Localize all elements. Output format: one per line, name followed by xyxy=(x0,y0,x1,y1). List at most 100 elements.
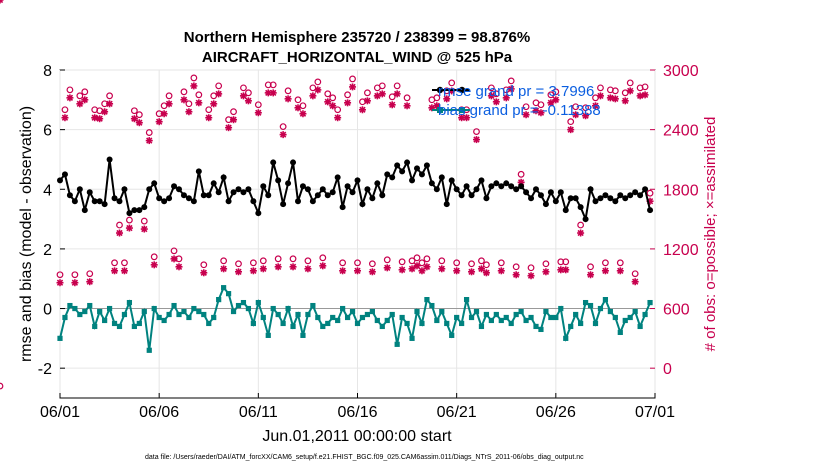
rmse-point xyxy=(448,177,455,184)
x-tick-label-5: 06/26 xyxy=(536,404,576,421)
bias-point xyxy=(508,320,514,327)
bias-point xyxy=(459,320,465,327)
y-tick-label-4: 6 xyxy=(43,123,52,140)
rmse-point xyxy=(156,195,163,202)
bias-point xyxy=(260,314,266,321)
obs-possible-point xyxy=(597,84,604,92)
obs-star-stroke xyxy=(403,102,411,109)
bias-point xyxy=(622,317,628,324)
obs-star-stroke xyxy=(562,266,569,273)
bias-point xyxy=(67,302,73,309)
bias-point xyxy=(533,323,539,330)
obs-assimilated-point xyxy=(200,269,208,277)
rmse-point xyxy=(151,180,158,187)
bias-point xyxy=(335,317,341,324)
obs-possible-point xyxy=(557,258,565,266)
y-axis-ticks: -2 0 2 4 6 8 xyxy=(38,63,65,378)
rmse-point xyxy=(101,201,108,208)
obs-possible-point xyxy=(413,254,421,262)
obs-assimilated-point xyxy=(56,279,64,287)
obs-possible-point xyxy=(646,189,654,197)
rmse-point xyxy=(161,198,168,205)
obs-possible-point xyxy=(264,81,272,89)
obs-assimilated-point xyxy=(596,92,604,100)
obs-assimilated-point xyxy=(473,136,480,144)
rmse-point xyxy=(587,186,594,193)
rmse-point xyxy=(195,168,202,175)
obs-star-stroke xyxy=(56,279,64,286)
bias-point xyxy=(404,320,410,327)
rmse-point xyxy=(344,183,351,190)
bias-point xyxy=(240,299,247,306)
bias-point xyxy=(409,335,415,341)
obs-star-stroke xyxy=(240,92,247,100)
obs-assimilated-point xyxy=(235,268,242,276)
rmse-point xyxy=(542,201,549,208)
obs-possible-point xyxy=(334,106,342,114)
obs-assimilated-point xyxy=(0,0,4,4)
bias-point xyxy=(439,308,445,315)
obs-possible-point xyxy=(602,259,609,267)
bias-point xyxy=(330,314,336,321)
obs-possible-point xyxy=(190,74,198,82)
rmse-point xyxy=(265,192,272,199)
obs-possible-point xyxy=(403,94,411,102)
obs-star-stroke xyxy=(195,99,202,106)
bias-point xyxy=(161,317,167,324)
obs-star-stroke xyxy=(151,261,158,268)
bias-point xyxy=(617,329,623,335)
bias-point xyxy=(642,311,648,318)
bias-point xyxy=(305,311,311,318)
obs-star-stroke xyxy=(413,262,421,269)
rmse-point xyxy=(116,198,123,205)
obs-assimilated-point xyxy=(482,269,490,277)
obs-possible-point xyxy=(145,129,153,136)
obs-possible-point xyxy=(483,261,490,269)
obs-possible-point xyxy=(507,77,515,85)
obs-assimilated-point xyxy=(66,94,74,102)
rmse-point xyxy=(627,192,634,199)
bias-point xyxy=(553,314,559,321)
rmse-point xyxy=(647,207,654,214)
obs-possible-point xyxy=(398,258,406,266)
obs-possible-point xyxy=(552,88,560,96)
obs-possible-point xyxy=(76,92,84,100)
obs-assimilated-point xyxy=(96,115,104,123)
obs-star-stroke xyxy=(304,265,312,272)
obs-assimilated-point xyxy=(185,108,193,116)
rmse-point xyxy=(453,186,460,193)
obs-star-stroke xyxy=(81,96,88,103)
obs-possible-point xyxy=(121,259,128,267)
obs-star-stroke xyxy=(324,98,331,105)
obs-star-stroke xyxy=(91,114,98,121)
rmse-point xyxy=(369,195,376,202)
obs-possible-point xyxy=(86,270,94,278)
obs-star-stroke xyxy=(622,97,629,104)
obs-assimilated-point xyxy=(339,267,347,275)
rmse-point xyxy=(275,177,282,184)
bias-point xyxy=(255,299,261,306)
bias-point xyxy=(325,320,331,327)
obs-possible-point xyxy=(626,79,634,87)
obs-assimilated-point xyxy=(641,91,649,99)
bias-point xyxy=(290,323,296,330)
obs-possible-point xyxy=(502,86,510,94)
obs-possible-point xyxy=(418,259,426,267)
obs-assimilated-point xyxy=(220,265,228,273)
rmse-point xyxy=(478,177,485,184)
obs-possible-point xyxy=(611,87,619,95)
right-tick-label-0: 0 xyxy=(663,361,672,378)
obs-assimilated-point xyxy=(230,116,238,124)
bias-point xyxy=(429,302,435,309)
bias-point xyxy=(151,305,157,312)
obs-possible-point xyxy=(304,257,312,265)
obs-star-stroke xyxy=(369,268,376,275)
rmse-point xyxy=(617,192,624,199)
rmse-point xyxy=(220,174,227,181)
obs-layer xyxy=(0,0,654,390)
obs-star-stroke xyxy=(527,272,535,279)
rmse-point xyxy=(547,189,554,196)
obs-assimilated-point xyxy=(349,83,357,91)
bias-point xyxy=(270,305,276,312)
x-tick-label-3: 06/16 xyxy=(337,404,377,421)
